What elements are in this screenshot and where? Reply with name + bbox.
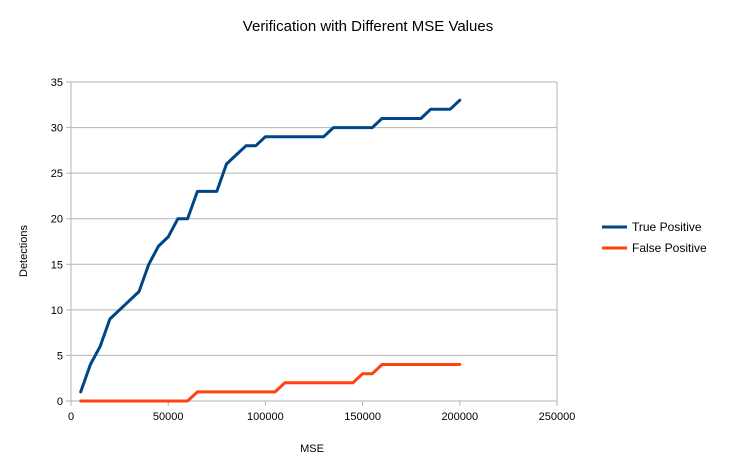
x-tick-labels: 0 50000 100000 150000 200000 250000 [68,411,575,423]
y-tick-label: 15 [51,259,63,271]
legend-label: False Positive [632,241,707,255]
y-axis-label: Detections [18,225,30,277]
axes [66,81,558,406]
x-tick-label: 100000 [247,411,284,423]
y-tick-label: 30 [51,123,63,135]
y-tick-label: 0 [57,396,63,408]
y-tick-labels: 0 5 10 15 20 25 30 35 [51,77,63,408]
y-tick-label: 35 [51,77,63,89]
series-lines [79,98,462,403]
y-tick-label: 20 [51,214,63,226]
y-tick-label: 10 [51,305,63,317]
series-line-true-positive [79,98,462,394]
x-tick-label: 250000 [539,411,576,423]
x-tick-label: 200000 [441,411,478,423]
y-tick-label: 5 [57,350,63,362]
x-tick-label: 150000 [344,411,381,423]
grid-lines [71,81,557,402]
series-line-false-positive [79,363,462,403]
legend: True Positive False Positive [602,220,707,255]
legend-label: True Positive [632,220,702,234]
x-tick-label: 50000 [153,411,184,423]
chart-title: Verification with Different MSE Values [243,18,493,35]
x-axis-label: MSE [300,443,324,455]
y-tick-label: 25 [51,168,63,180]
x-tick-label: 0 [68,411,74,423]
